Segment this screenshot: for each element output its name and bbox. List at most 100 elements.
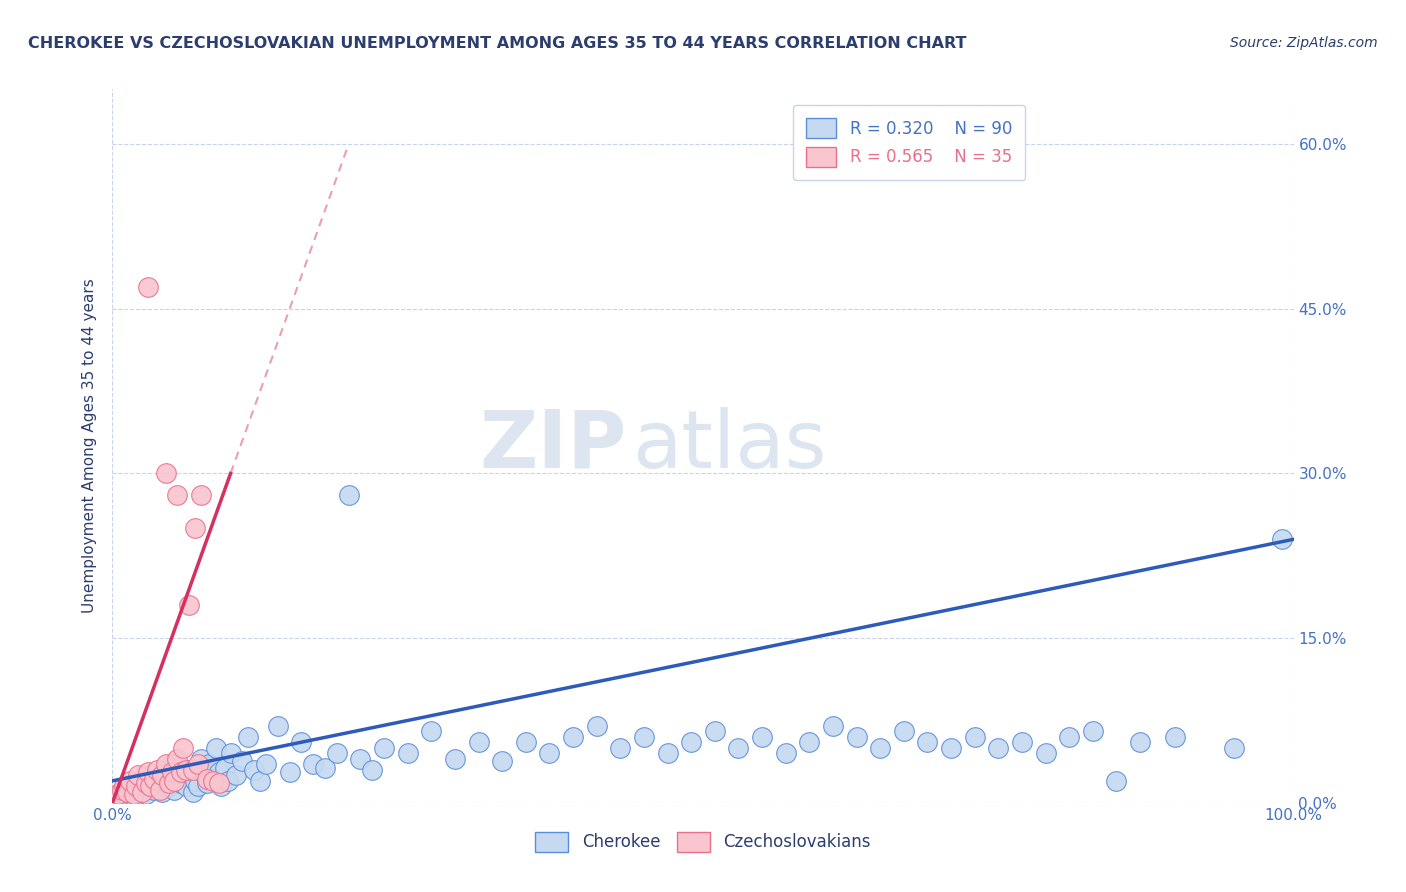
Point xyxy=(146,773,169,788)
Point xyxy=(107,790,129,805)
Point xyxy=(491,754,513,768)
Point xyxy=(214,761,236,775)
Point xyxy=(1057,730,1080,744)
Point xyxy=(254,757,277,772)
Point xyxy=(163,782,186,797)
Point xyxy=(194,768,217,782)
Point xyxy=(939,740,962,755)
Point xyxy=(136,765,159,780)
Point xyxy=(893,724,915,739)
Point xyxy=(681,735,703,749)
Point xyxy=(225,768,247,782)
Point xyxy=(1105,773,1128,788)
Point xyxy=(163,773,186,788)
Point xyxy=(142,782,165,797)
Point xyxy=(146,763,169,777)
Point xyxy=(115,782,138,797)
Point xyxy=(349,752,371,766)
Point xyxy=(166,752,188,766)
Point xyxy=(120,773,142,788)
Text: CHEROKEE VS CZECHOSLOVAKIAN UNEMPLOYMENT AMONG AGES 35 TO 44 YEARS CORRELATION C: CHEROKEE VS CZECHOSLOVAKIAN UNEMPLOYMENT… xyxy=(28,36,966,51)
Point xyxy=(243,763,266,777)
Point xyxy=(198,757,221,772)
Point xyxy=(186,757,208,772)
Point xyxy=(186,780,208,794)
Text: atlas: atlas xyxy=(633,407,827,485)
Point xyxy=(157,776,180,790)
Point xyxy=(515,735,537,749)
Point xyxy=(190,752,212,766)
Point xyxy=(131,785,153,799)
Point xyxy=(1011,735,1033,749)
Point xyxy=(139,768,162,782)
Point xyxy=(155,757,177,772)
Point xyxy=(1129,735,1152,749)
Point xyxy=(208,765,231,780)
Point xyxy=(174,763,197,777)
Text: ZIP: ZIP xyxy=(479,407,626,485)
Point xyxy=(157,780,180,794)
Point xyxy=(122,787,145,801)
Point xyxy=(917,735,939,749)
Point xyxy=(125,780,148,794)
Point xyxy=(136,780,159,794)
Point xyxy=(963,730,986,744)
Point xyxy=(160,757,183,772)
Point xyxy=(195,772,218,786)
Point xyxy=(1271,533,1294,547)
Point xyxy=(314,761,336,775)
Point xyxy=(115,785,138,799)
Point xyxy=(208,776,231,790)
Point xyxy=(987,740,1010,755)
Point xyxy=(127,768,149,782)
Point xyxy=(657,747,679,761)
Point xyxy=(112,780,135,794)
Point xyxy=(125,776,148,790)
Point xyxy=(181,785,204,799)
Point xyxy=(585,719,607,733)
Point xyxy=(302,757,325,772)
Point xyxy=(538,747,561,761)
Point xyxy=(149,776,172,790)
Point xyxy=(111,785,134,799)
Point xyxy=(179,763,201,777)
Point xyxy=(201,773,224,788)
Point xyxy=(174,780,197,794)
Point xyxy=(181,763,204,777)
Point xyxy=(751,730,773,744)
Point xyxy=(290,735,312,749)
Point xyxy=(142,772,165,786)
Point xyxy=(184,521,207,535)
Point xyxy=(609,740,631,755)
Point xyxy=(249,773,271,788)
Point xyxy=(184,773,207,788)
Point xyxy=(205,740,228,755)
Point xyxy=(160,765,183,780)
Point xyxy=(727,740,749,755)
Point xyxy=(231,754,253,768)
Point xyxy=(1081,724,1104,739)
Point xyxy=(170,765,193,780)
Point xyxy=(467,735,489,749)
Point xyxy=(373,740,395,755)
Y-axis label: Unemployment Among Ages 35 to 44 years: Unemployment Among Ages 35 to 44 years xyxy=(82,278,97,614)
Point xyxy=(112,787,135,801)
Point xyxy=(111,782,134,797)
Point xyxy=(136,280,159,294)
Point xyxy=(267,719,290,733)
Point xyxy=(361,763,384,777)
Point xyxy=(135,776,157,790)
Point xyxy=(396,747,419,761)
Point xyxy=(217,773,239,788)
Point xyxy=(821,719,844,733)
Point xyxy=(562,730,585,744)
Point xyxy=(172,740,194,755)
Point xyxy=(155,765,177,780)
Point xyxy=(633,730,655,744)
Point xyxy=(179,598,201,612)
Point xyxy=(131,772,153,786)
Point xyxy=(107,787,129,801)
Point xyxy=(150,768,173,782)
Point xyxy=(845,730,868,744)
Point xyxy=(775,747,797,761)
